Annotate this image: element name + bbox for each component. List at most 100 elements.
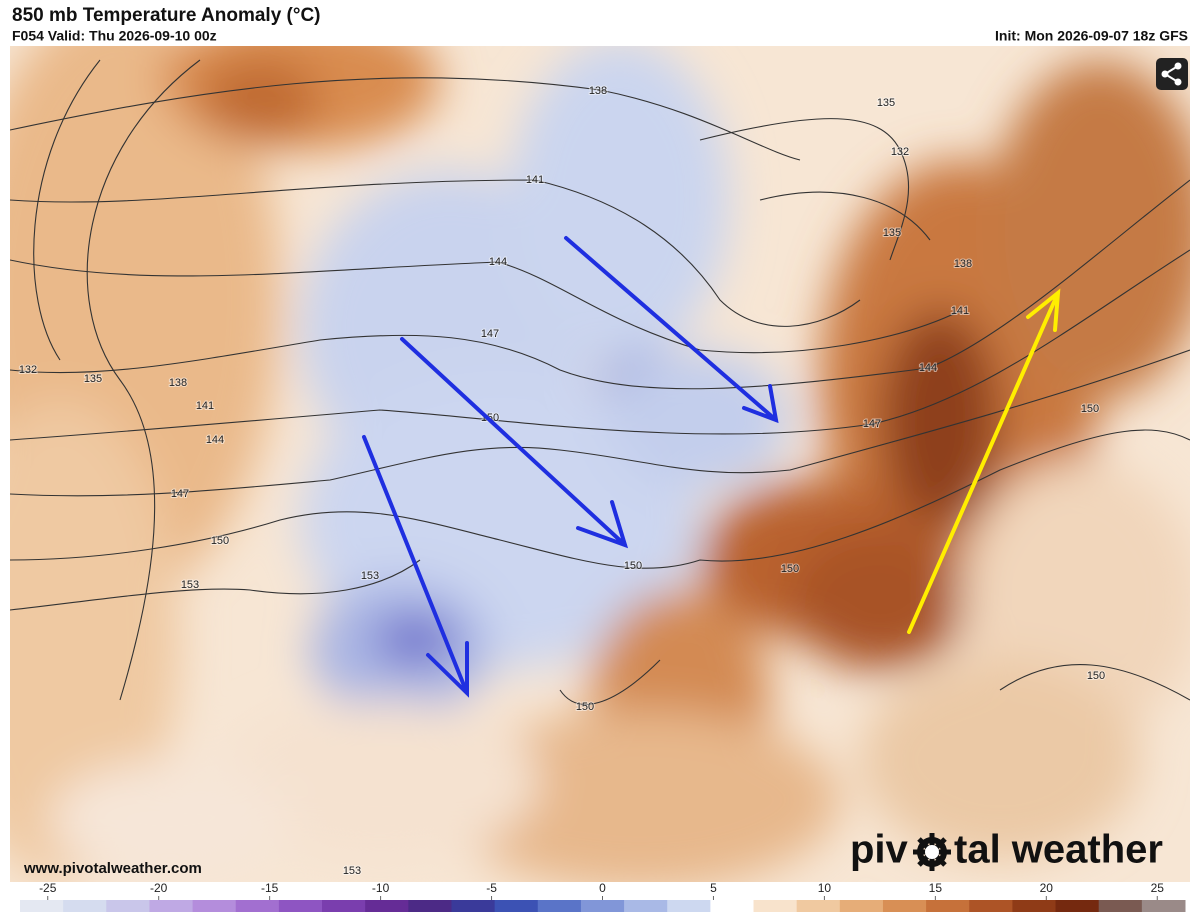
colorbar-tick-label: 0 bbox=[599, 881, 606, 895]
contour-label: 141 bbox=[196, 400, 214, 412]
contour-label: 153 bbox=[343, 865, 361, 877]
colorbar-swatch bbox=[63, 900, 107, 912]
contour-label: 132 bbox=[891, 146, 909, 158]
website[interactable]: www.pivotalweather.com bbox=[23, 860, 202, 877]
colorbar-tick-label: -20 bbox=[150, 881, 168, 895]
height-contours bbox=[10, 59, 1190, 705]
anomaly-region bbox=[790, 530, 970, 670]
contour-label: 153 bbox=[361, 570, 379, 582]
colorbar-tick-label: 25 bbox=[1151, 881, 1165, 895]
contour-label: 135 bbox=[877, 97, 895, 109]
anomaly-region bbox=[375, 615, 455, 665]
colorbar-swatch bbox=[624, 900, 668, 912]
anomaly-region bbox=[510, 46, 730, 360]
colorbar-swatch bbox=[969, 900, 1013, 912]
contour-label: 138 bbox=[954, 258, 972, 270]
colorbar-swatch bbox=[20, 900, 64, 912]
anomaly-region bbox=[610, 350, 790, 490]
contour-label: 141 bbox=[526, 174, 544, 186]
colorbar-tick-label: 10 bbox=[818, 881, 832, 895]
contour-line bbox=[10, 429, 1190, 569]
contour-label: 150 bbox=[576, 701, 594, 713]
logo-text: piv bbox=[850, 828, 909, 872]
colorbar-tick-label: -25 bbox=[39, 881, 57, 895]
colorbar-tick-label: 20 bbox=[1040, 881, 1054, 895]
anomaly-region bbox=[200, 60, 320, 140]
logo-gear bbox=[913, 833, 951, 871]
colorbar-swatch bbox=[580, 900, 625, 912]
colorbar-swatch bbox=[710, 900, 755, 912]
colorbar-swatch bbox=[494, 900, 539, 912]
colorbar-swatch bbox=[1141, 900, 1186, 912]
contour-label: 138 bbox=[169, 377, 187, 389]
anomaly-region bbox=[50, 760, 290, 880]
title: 850 mb Temperature Anomaly (°C) bbox=[12, 5, 321, 26]
colorbar-swatch bbox=[1012, 900, 1057, 912]
contour-label: 135 bbox=[883, 227, 901, 239]
contour-label: 153 bbox=[181, 579, 199, 591]
colorbar-tick-label: -10 bbox=[372, 881, 390, 895]
colorbar-swatch bbox=[1098, 900, 1143, 912]
blue-arrow bbox=[400, 337, 629, 549]
colorbar-swatch bbox=[1055, 900, 1100, 912]
logo-text: tal weather bbox=[954, 828, 1163, 872]
contour-line bbox=[10, 179, 1190, 390]
colorbar-swatch bbox=[322, 900, 366, 912]
colorbar-swatch bbox=[753, 900, 798, 912]
init-time: Init: Mon 2026-09-07 18z GFS bbox=[995, 28, 1188, 44]
colorbar-tick-label: -5 bbox=[486, 881, 497, 895]
logo: piv tal weather bbox=[850, 828, 1163, 872]
contour-label: 150 bbox=[1081, 403, 1099, 415]
contour-line bbox=[10, 259, 961, 354]
contour-label: 144 bbox=[919, 362, 937, 374]
contour-line bbox=[33, 59, 201, 701]
share-button[interactable] bbox=[1156, 58, 1188, 90]
contour-line bbox=[10, 77, 801, 161]
contour-line bbox=[699, 118, 931, 261]
contour-label: 141 bbox=[951, 305, 969, 317]
contour-label: 144 bbox=[206, 434, 224, 446]
yellow-arrow bbox=[907, 288, 1061, 634]
colorbar-swatch bbox=[796, 900, 841, 912]
blue-arrow bbox=[564, 236, 779, 424]
anomaly-region bbox=[220, 700, 540, 860]
anomaly-region bbox=[10, 400, 180, 880]
colorbar-swatch bbox=[451, 900, 496, 912]
colorbar-swatch bbox=[667, 900, 711, 912]
colorbar-swatch bbox=[882, 900, 927, 912]
contour-line bbox=[10, 559, 1190, 705]
contour-label: 147 bbox=[481, 328, 499, 340]
contour-label: 150 bbox=[781, 563, 799, 575]
contour-line bbox=[10, 179, 861, 327]
blue-arrow bbox=[362, 435, 469, 698]
anomaly-region bbox=[440, 710, 840, 882]
colorbar-swatch bbox=[278, 900, 323, 912]
colorbar-swatch bbox=[149, 900, 194, 912]
contour-line bbox=[10, 349, 1190, 497]
contour-line bbox=[10, 249, 1190, 441]
anomaly-region bbox=[990, 60, 1190, 400]
annotations bbox=[362, 236, 1061, 698]
contour-label: 150 bbox=[1087, 670, 1105, 682]
anomaly-region bbox=[880, 310, 1000, 530]
colorbar-swatch bbox=[408, 900, 452, 912]
contour-label: 132 bbox=[19, 364, 37, 376]
colorbar-swatch bbox=[192, 900, 237, 912]
contour-label: 147 bbox=[171, 488, 189, 500]
colorbar: -25 -20 -15 -10 -5 0 5 10 15 20 25 bbox=[20, 881, 1186, 912]
contour-label: 147 bbox=[863, 418, 881, 430]
contour-label: 150 bbox=[211, 535, 229, 547]
colorbar-swatch bbox=[106, 900, 150, 912]
colorbar-swatch bbox=[839, 900, 884, 912]
colorbar-swatch bbox=[235, 900, 280, 912]
colorbar-swatch bbox=[365, 900, 409, 912]
anomaly-region bbox=[860, 660, 1140, 860]
colorbar-tick-label: -15 bbox=[261, 881, 279, 895]
anomaly-field bbox=[10, 46, 1190, 882]
colorbar-tick-label: 5 bbox=[710, 881, 717, 895]
map: 138 141 144 147 150 150 150 150 150 150 153 153 153 1… bbox=[10, 46, 1190, 882]
contour-label: 135 bbox=[84, 373, 102, 385]
contour-label: 138 bbox=[589, 85, 607, 97]
contour-label: 150 bbox=[624, 560, 642, 572]
